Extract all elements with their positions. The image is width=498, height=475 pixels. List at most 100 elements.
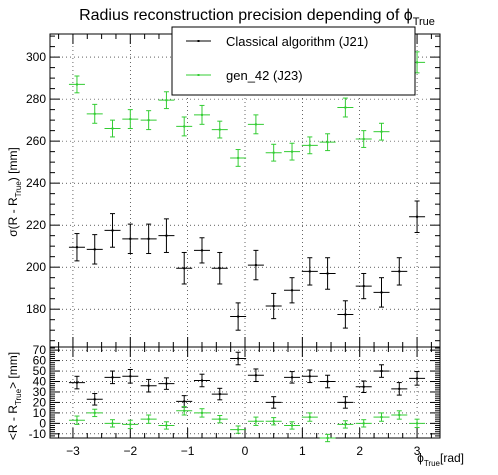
bottom-gen42-marker (362, 422, 365, 425)
x-tick-label: −3 (66, 444, 80, 458)
bottom-y-tick-label: 40 (33, 375, 47, 389)
bottom-classical-point (140, 378, 157, 393)
top-gen42-point (140, 110, 157, 131)
top-gen42-point (373, 122, 390, 141)
bottom-gen42-point (373, 412, 390, 422)
top-y-tick-label: 180 (26, 302, 46, 316)
bottom-classical-marker (75, 381, 78, 384)
bottom-gen42-point (68, 415, 85, 425)
top-classical-marker (308, 270, 311, 273)
bottom-classical-point (247, 368, 264, 383)
bottom-gen42-marker (183, 409, 186, 412)
bottom-gen42-marker (326, 437, 329, 439)
top-gen42-point (355, 130, 372, 148)
bottom-gen42-point (176, 406, 193, 416)
top-y-tick-label: 280 (26, 92, 46, 106)
top-classical-point (355, 272, 372, 300)
bottom-y-axis-title-end: > [mm] (6, 352, 20, 389)
bottom-classical-marker (344, 401, 347, 404)
bottom-classical-point (158, 377, 175, 390)
bottom-classical-marker (147, 384, 150, 387)
bottom-y-tick-label: 30 (33, 385, 47, 399)
top-classical-point (193, 237, 210, 264)
bottom-classical-marker (93, 398, 96, 401)
bottom-gen42-marker (129, 423, 132, 426)
top-classical-point (319, 257, 336, 290)
bottom-y-tick-label: 10 (33, 406, 47, 420)
bottom-classical-point (68, 375, 85, 390)
x-axis-title-end: [rad] (440, 451, 464, 465)
bottom-classical-marker (218, 393, 221, 396)
bottom-gen42-marker (272, 420, 275, 423)
bottom-gen42-point (193, 408, 210, 418)
bottom-gen42-marker (416, 422, 419, 425)
x-axis-title-main: ϕ (417, 451, 424, 465)
top-gen42-marker (362, 138, 365, 141)
top-gen42-marker (129, 118, 132, 121)
top-classical-point (284, 277, 301, 304)
bottom-gen42-marker (75, 419, 78, 422)
bottom-gen42-point (158, 421, 175, 430)
bottom-classical-marker (398, 387, 401, 390)
bottom-classical-point (211, 387, 228, 401)
top-gen42-marker (272, 151, 275, 154)
top-classical-marker (111, 229, 114, 232)
bottom-gen42-point (86, 408, 103, 418)
bottom-panel-frame (49, 346, 441, 439)
top-classical-point (211, 251, 228, 285)
bottom-y-tick-label: 20 (33, 395, 47, 409)
top-y-axis-title-main: σ(R - R (6, 197, 20, 237)
top-classical-marker (272, 305, 275, 308)
bottom-gen42-marker (165, 424, 168, 427)
top-gen42-point (193, 104, 210, 125)
top-classical-marker (326, 272, 329, 275)
top-classical-marker (75, 246, 78, 249)
top-gen42-marker (218, 128, 221, 131)
top-classical-point (409, 200, 426, 234)
top-gen42-marker (147, 119, 150, 122)
bottom-classical-point (409, 371, 426, 386)
top-gen42-marker (75, 83, 78, 86)
bottom-gen42-point (140, 414, 157, 424)
top-classical-point (86, 234, 103, 265)
top-gen42-point (247, 114, 264, 135)
bottom-gen42-point (122, 419, 139, 430)
top-classical-point (265, 292, 282, 320)
bottom-classical-marker (165, 382, 168, 385)
bottom-classical-marker (254, 374, 257, 377)
bottom-gen42-point (355, 419, 372, 428)
bottom-classical-marker (200, 379, 203, 382)
top-gen42-point (176, 116, 193, 137)
bottom-classical-point (230, 351, 247, 366)
top-classical-point (391, 257, 408, 286)
top-classical-marker (147, 237, 150, 240)
bottom-gen42-marker (398, 413, 401, 416)
bottom-classical-point (265, 396, 282, 409)
top-classical-point (373, 277, 390, 308)
top-y-tick-label: 240 (26, 176, 46, 190)
top-classical-point (337, 300, 354, 329)
top-gen42-marker (326, 141, 329, 144)
legend-marker-gen42-dot (197, 74, 200, 76)
x-tick-label: −1 (181, 444, 195, 458)
bottom-classical-marker (237, 357, 240, 360)
x-tick-label: 2 (356, 444, 363, 458)
top-gen42-marker (308, 144, 311, 147)
top-gen42-point (86, 103, 103, 124)
bottom-y-tick-label: 60 (33, 354, 47, 368)
bottom-classical-marker (362, 385, 365, 388)
bottom-gen42-point (104, 419, 121, 428)
top-gen42-point (230, 149, 247, 167)
top-classical-marker (237, 315, 240, 318)
bottom-gen42-point (301, 412, 318, 422)
chart-title-sub: True (413, 16, 435, 28)
top-classical-point (68, 233, 85, 262)
x-axis-title: ϕTrue[rad] (417, 451, 464, 468)
top-classical-point (176, 251, 193, 285)
bottom-gen42-point (211, 415, 228, 424)
top-classical-marker (291, 289, 294, 292)
bottom-y-axis-title-sub: True (14, 388, 23, 405)
top-classical-marker (165, 234, 168, 237)
top-classical-marker (183, 267, 186, 270)
top-classical-marker (129, 237, 132, 240)
